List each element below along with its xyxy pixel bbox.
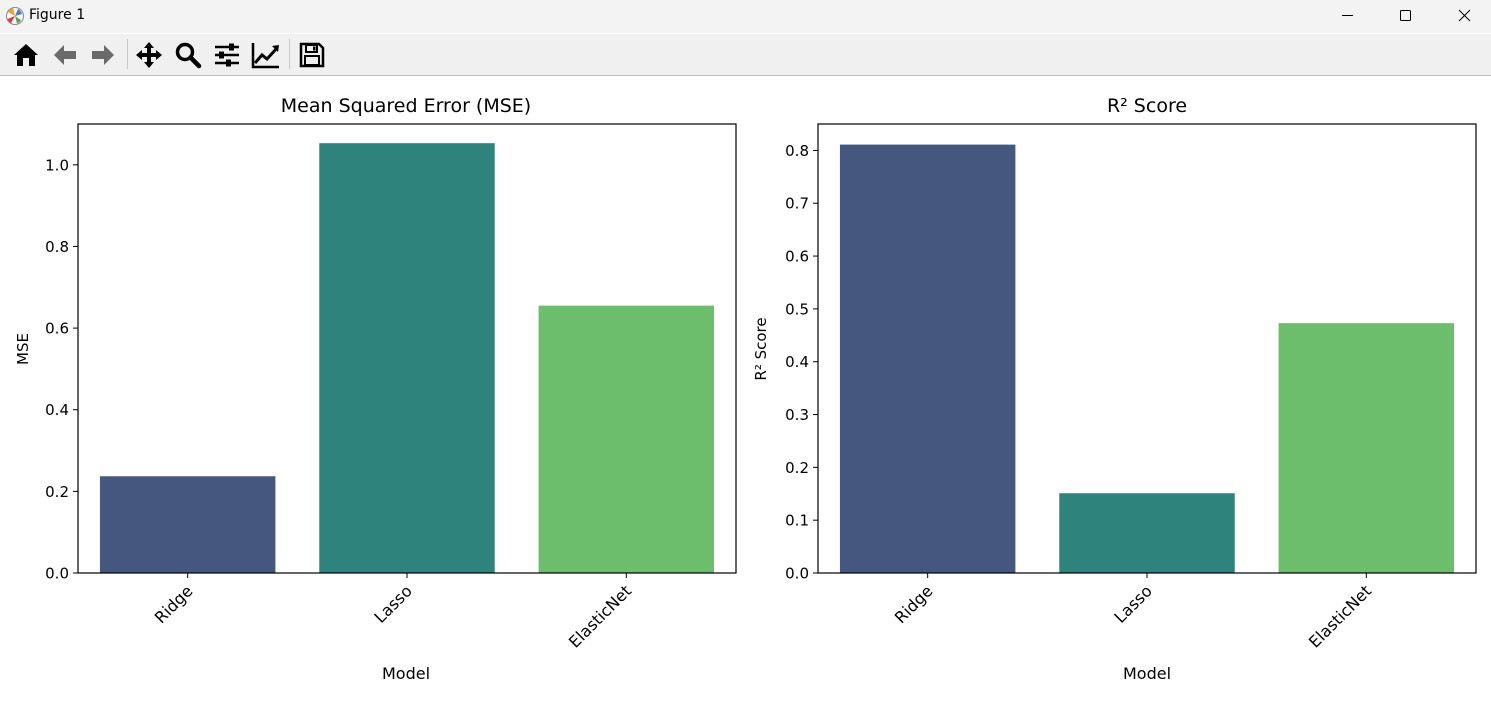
mse-y-tick-label: 0.2 xyxy=(45,483,69,501)
forward-arrow-icon xyxy=(92,45,114,65)
minimize-button[interactable] xyxy=(1318,0,1376,33)
save-button[interactable] xyxy=(295,38,329,72)
pan-button[interactable] xyxy=(132,38,166,72)
pan-move-icon xyxy=(136,42,162,68)
mse-x-tick-label: Lasso xyxy=(370,581,415,626)
maximize-icon xyxy=(1400,10,1411,21)
maximize-button[interactable] xyxy=(1376,0,1434,33)
r2-bar-elasticnet xyxy=(1278,323,1455,573)
r2-x-tick-label: Ridge xyxy=(891,581,937,627)
r2-y-tick-label: 0.0 xyxy=(785,565,809,583)
mse-x-tick-label: Ridge xyxy=(151,581,197,627)
forward-button[interactable] xyxy=(86,38,120,72)
zoom-magnifier-icon xyxy=(175,42,202,69)
edit-axis-icon xyxy=(251,43,279,69)
close-button[interactable] xyxy=(1434,0,1491,33)
r2-x-tick-label: Lasso xyxy=(1110,581,1155,626)
zoom-button[interactable] xyxy=(171,38,205,72)
window-titlebar: Figure 1 xyxy=(0,0,1491,33)
r2-bar-ridge xyxy=(839,144,1016,573)
mse-bar-elasticnet xyxy=(538,305,715,573)
mse-y-tick-label: 0.6 xyxy=(45,320,69,338)
configure-subplots-icon xyxy=(215,43,239,67)
mse-bar-lasso xyxy=(319,143,495,573)
mse-y-tick-label: 0.8 xyxy=(45,238,69,256)
r2-chart-title: R² Score xyxy=(1107,95,1187,117)
r2-y-tick-label: 0.5 xyxy=(785,300,809,318)
r2-chart-marks: 0.0 0.1 0.2 0.3 0.4 0.5 0.6 0.7 0.8 Ridge Lasso Ela… xyxy=(785,123,1477,652)
back-arrow-icon xyxy=(54,45,76,65)
r2-y-tick-label: 0.2 xyxy=(785,459,809,477)
save-floppy-icon xyxy=(299,42,325,68)
r2-y-tick-label: 0.7 xyxy=(785,195,809,213)
toolbar-separator xyxy=(289,39,290,69)
configure-subplots-button[interactable] xyxy=(210,38,244,72)
back-button[interactable] xyxy=(48,38,82,72)
r2-x-tick-label: ElasticNet xyxy=(1305,581,1375,651)
navigation-toolbar xyxy=(0,34,1491,76)
r2-y-tick-label: 0.6 xyxy=(785,248,809,266)
mse-y-tick-label: 0.4 xyxy=(45,401,69,419)
mse-x-tick-label: ElasticNet xyxy=(565,581,635,651)
r2-y-tick-label: 0.4 xyxy=(785,353,809,371)
figure-canvas: Mean Squared Error (MSE) MSE Model 0.0 0.… xyxy=(0,76,1491,699)
matplotlib-app-icon xyxy=(6,7,24,25)
mse-x-axis-label: Model xyxy=(382,664,430,683)
mse-chart: Mean Squared Error (MSE) MSE Model 0.00.… xyxy=(14,95,737,683)
r2-bar-lasso xyxy=(1059,493,1235,573)
minimize-icon xyxy=(1342,15,1353,16)
window-title: Figure 1 xyxy=(29,7,86,23)
r2-x-axis-label: Model xyxy=(1123,664,1171,683)
mse-chart-marks: 0.0 0.2 0.4 0.6 0.8 1.0 Ridge Lasso ElasticNet xyxy=(45,123,737,652)
mse-y-tick-label: 1.0 xyxy=(45,156,69,174)
mse-y-axis-label: MSE xyxy=(14,333,32,365)
mse-y-tick-label: 0.0 xyxy=(45,565,69,583)
r2-chart: R² Score R² Score Model 0.00.10.20.30.40… xyxy=(752,95,1477,683)
r2-y-tick-label: 0.3 xyxy=(785,406,809,424)
home-icon xyxy=(14,44,38,66)
r2-y-tick-label: 0.8 xyxy=(785,142,809,160)
figure-svg: Mean Squared Error (MSE) MSE Model 0.00.… xyxy=(14,95,1477,683)
r2-y-tick-label: 0.1 xyxy=(785,512,809,530)
home-button[interactable] xyxy=(9,38,43,72)
toolbar-separator xyxy=(127,39,128,69)
edit-axis-button[interactable] xyxy=(248,38,282,72)
r2-y-axis-label: R² Score xyxy=(752,317,770,380)
mse-chart-title: Mean Squared Error (MSE) xyxy=(281,95,531,117)
close-icon xyxy=(1458,9,1471,22)
mse-bar-ridge xyxy=(99,476,276,573)
